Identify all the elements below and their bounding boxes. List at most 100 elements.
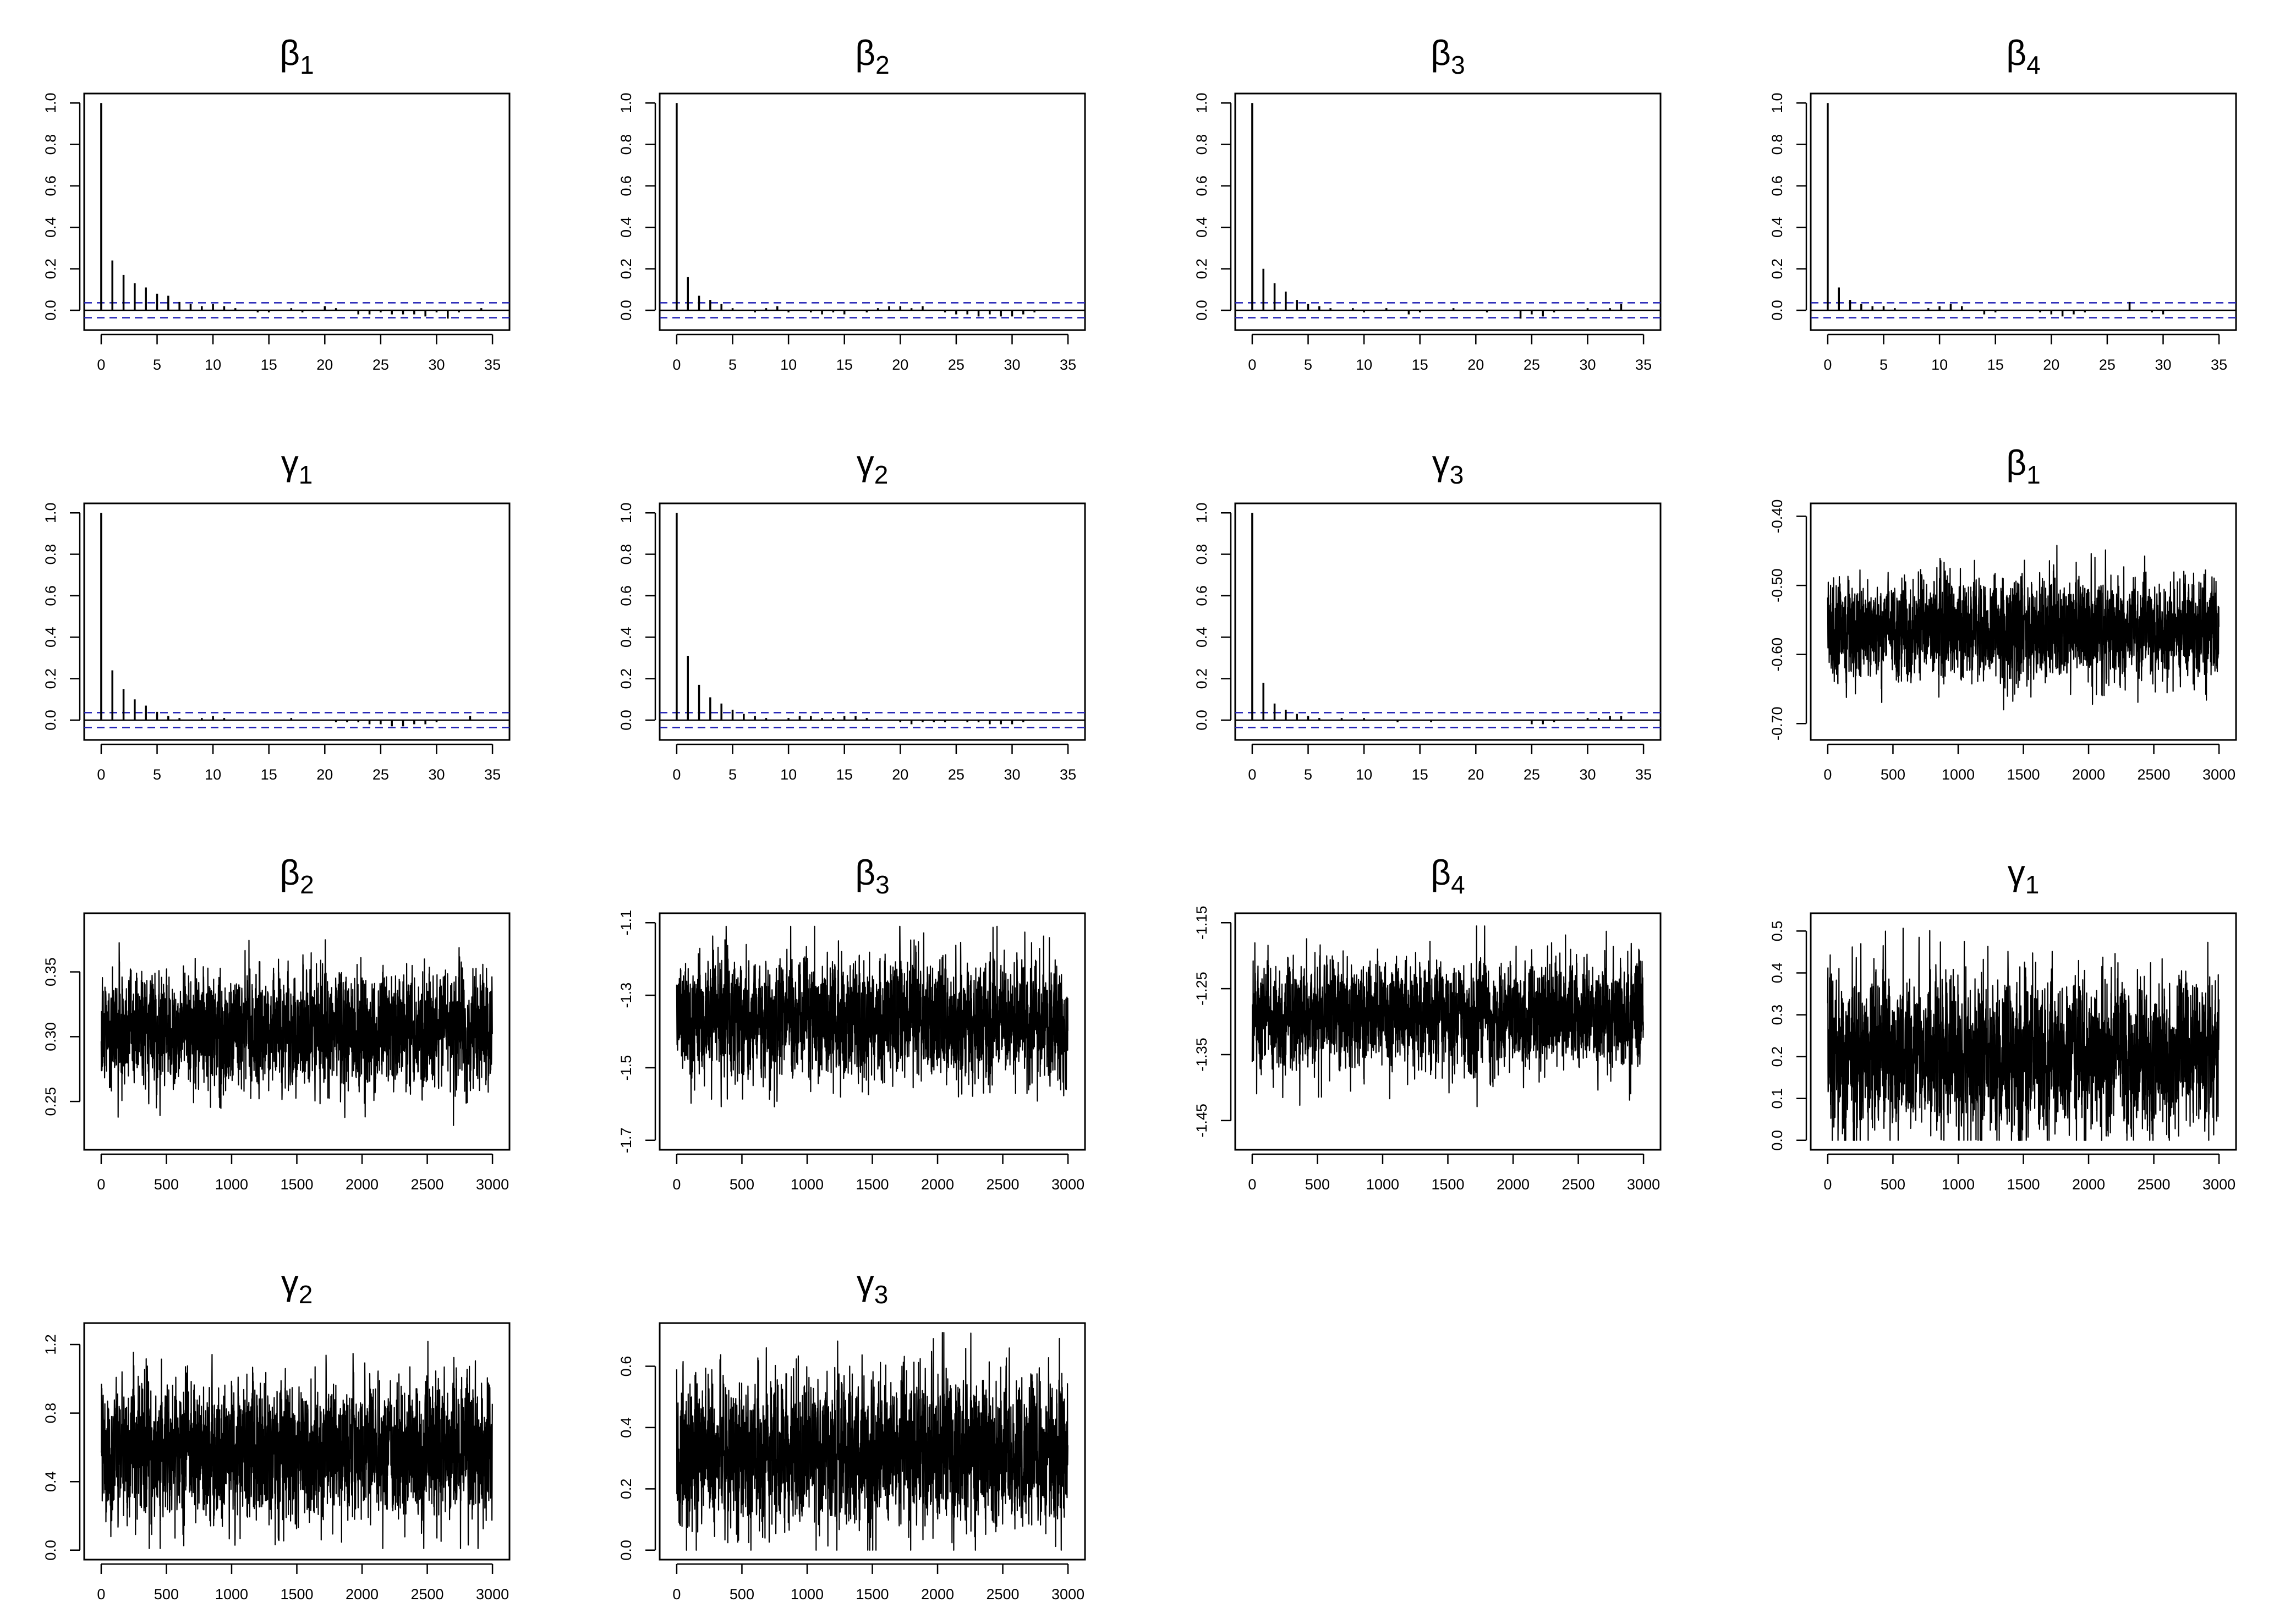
x-tick-label: 500 [730,1586,754,1603]
plot-frame [659,1322,1086,1561]
x-tick-label: 3000 [2202,766,2235,783]
panel-title: β4 [1431,853,1465,899]
x-tick-label: 0 [97,766,105,783]
y-tick-label: -1.45 [1193,1104,1210,1138]
y-tick-label: -1.5 [618,1055,634,1081]
x-tick-label: 15 [261,766,277,783]
plot-frame [1810,912,2237,1151]
y-tick-label: -1.1 [618,910,634,936]
x-tick-label: 35 [484,766,501,783]
x-tick-label: 1500 [856,1586,889,1603]
x-tick-label: 0 [97,1586,105,1603]
y-tick-label: -1.15 [1193,906,1210,940]
y-tick-label: 0.6 [1193,175,1210,196]
y-tick-label: 0.4 [618,217,634,238]
x-tick-label: 20 [2043,356,2059,373]
panel-title: β2 [855,33,889,79]
trace-line [676,1332,1068,1551]
y-tick-label: 0.25 [42,1087,59,1116]
panel-title: β1 [2006,443,2040,489]
x-tick-label: 25 [2099,356,2116,373]
y-tick-label: -1.3 [618,983,634,1008]
x-tick-label: 30 [1579,766,1596,783]
y-tick-label: 0.6 [618,1356,634,1377]
x-tick-label: 30 [1579,356,1596,373]
x-tick-label: 2500 [2138,1176,2171,1193]
x-tick-label: 500 [730,1176,754,1193]
title-subscript: 1 [300,51,314,79]
panel-acf-γ3: γ30 5 10 15 20 25 30 350.00.20.40.60.81.0 [1193,443,1662,783]
y-tick-label: 0.4 [1193,627,1210,648]
panel-title: β1 [280,33,314,79]
plot-frame [1810,92,2237,331]
y-tick-label: 0.4 [42,627,59,648]
y-tick-label: 0.3 [1769,1005,1785,1025]
panel-acf-β4: β4 0 5 10 15 20 25 30 35 0.0 0.2 0.4 0.6 0.8 1.0 [1769,33,2237,373]
plot-frame [83,1322,511,1561]
x-tick-label: 3000 [2202,1176,2235,1193]
x-tick-label: 10 [205,356,221,373]
y-tick-label: 0.2 [42,259,59,279]
x-tick-label: 5 [153,766,161,783]
x-tick-label: 5 [1880,356,1888,373]
x-tick-label: 20 [316,356,333,373]
y-tick-label: 0.0 [42,1540,59,1561]
x-tick-label: 25 [1524,356,1540,373]
y-tick-label: 0.4 [1769,963,1785,984]
y-tick-label: 1.0 [618,502,634,523]
x-tick-label: 0 [1823,1176,1832,1193]
x-tick-label: 15 [836,766,853,783]
panel-title: γ3 [1432,443,1464,489]
x-tick-label: 5 [728,766,737,783]
x-tick-label: 15 [1412,766,1428,783]
x-tick-label: 30 [1004,766,1020,783]
y-tick-label: 0.2 [618,259,634,279]
y-tick-label: 1.0 [42,92,59,113]
title-symbol: γ [1432,443,1450,482]
panel-acf-β2: β20 5 10 15 20 25 30 350.00.20.40.60.81.0 [618,33,1086,373]
panel-title: β3 [1431,33,1465,79]
title-symbol: γ [281,1263,299,1302]
plot-frame [83,502,511,741]
x-tick-label: 20 [892,766,908,783]
panel-title: β3 [855,853,889,899]
x-tick-label: 2500 [411,1586,444,1603]
y-tick-label: 0.35 [42,957,59,986]
y-tick-label: 1.0 [1193,502,1210,523]
y-tick-label: 0.0 [42,710,59,731]
title-subscript: 2 [874,460,889,489]
panel-acf-β3: β30 5 10 15 20 25 30 350.00.20.40.60.81.0 [1193,33,1662,373]
x-tick-label: 35 [484,356,501,373]
x-tick-label: 25 [1524,766,1540,783]
x-tick-label: 30 [2155,356,2171,373]
y-tick-label: 0.2 [1769,1046,1785,1067]
trace-line [100,939,493,1126]
panel-trace-γ3: γ3 0 500 1000 1500 2000 2500 3000 0.0 0.2 0.4 0.6 [618,1263,1086,1603]
x-tick-label: 35 [1635,766,1652,783]
title-subscript: 3 [1451,51,1465,79]
x-tick-label: 15 [1987,356,2004,373]
y-tick-label: 1.0 [42,502,59,523]
x-tick-label: 5 [1304,356,1312,373]
y-tick-label: -1.7 [618,1128,634,1154]
y-tick-label: 0.0 [618,710,634,731]
plot-frame [83,92,511,331]
x-tick-label: 1000 [1942,766,1975,783]
panel-title: γ2 [281,1263,313,1309]
y-tick-label: 0.2 [1769,259,1785,279]
x-tick-label: 35 [2211,356,2227,373]
x-tick-label: 0 [1823,766,1832,783]
title-symbol: β [280,33,300,73]
y-tick-label: 0.2 [42,668,59,689]
plot-frame [1234,92,1662,331]
x-tick-label: 25 [372,766,389,783]
y-tick-label: 1.0 [1769,92,1785,113]
title-subscript: 4 [1451,870,1465,899]
x-tick-label: 30 [428,356,445,373]
x-tick-label: 35 [1635,356,1652,373]
x-tick-label: 10 [780,766,797,783]
title-subscript: 3 [1450,460,1464,489]
title-subscript: 1 [299,460,313,489]
plot-frame [659,92,1086,331]
